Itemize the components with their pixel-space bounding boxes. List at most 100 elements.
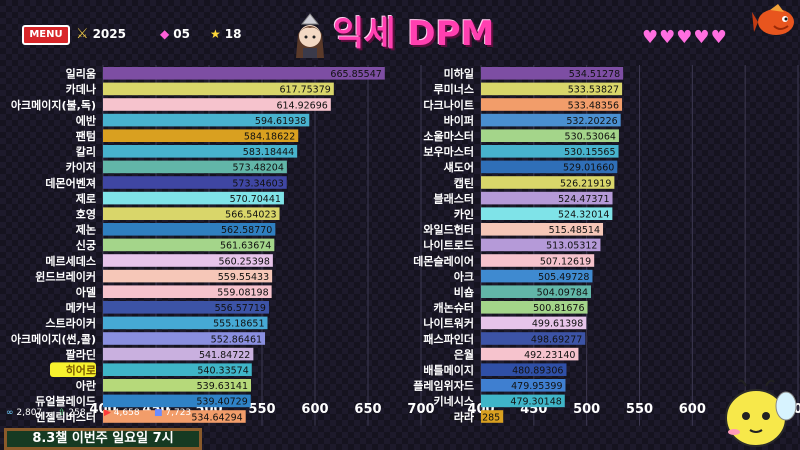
value-label: 534.51278 bbox=[569, 69, 620, 80]
category-label: 듀얼블레이드 bbox=[35, 394, 96, 408]
x-tick-label: 650 bbox=[354, 402, 381, 417]
category-label: 은월 bbox=[454, 347, 474, 361]
bar bbox=[103, 129, 299, 142]
value-label: 479.95399 bbox=[511, 381, 562, 392]
value-label: 530.53064 bbox=[565, 132, 616, 143]
bar bbox=[103, 238, 275, 252]
category-label: 루미너스 bbox=[434, 82, 474, 96]
category-label: 다크나이트 bbox=[423, 98, 474, 112]
category-label: 신궁 bbox=[76, 238, 96, 252]
value-label: 480.89306 bbox=[512, 366, 563, 377]
stat-star-value: 18 bbox=[224, 27, 242, 41]
value-label: 539.63141 bbox=[197, 381, 248, 392]
chart-left: 400 450 500 550 600 650 700665.85547일리움617.753… bbox=[11, 65, 435, 426]
value-label: 515.48514 bbox=[549, 225, 600, 236]
bar bbox=[103, 223, 276, 236]
value-label: 524.32014 bbox=[558, 210, 609, 221]
value-label: 534.64294 bbox=[191, 412, 242, 423]
category-label: 미하일 bbox=[444, 67, 474, 81]
category-label: 나이트로드 bbox=[423, 238, 474, 252]
category-label: 카이저 bbox=[66, 160, 96, 174]
category-label: 비숍 bbox=[454, 285, 474, 299]
value-label: 504.09784 bbox=[537, 288, 588, 299]
bar bbox=[481, 207, 613, 220]
value-label: 665.85547 bbox=[330, 69, 381, 80]
bar bbox=[481, 223, 604, 236]
value-label: 492.23140 bbox=[524, 350, 575, 361]
bar bbox=[103, 394, 251, 408]
bar bbox=[103, 160, 287, 174]
bar bbox=[103, 379, 252, 392]
value-label: 533.48356 bbox=[568, 100, 619, 111]
stat-gem-value: 05 bbox=[173, 27, 190, 41]
bar bbox=[103, 176, 287, 189]
bar bbox=[481, 145, 619, 158]
bar bbox=[103, 316, 268, 330]
bar bbox=[481, 285, 591, 298]
value-label: 573.48204 bbox=[233, 163, 284, 174]
value-label: 559.08198 bbox=[217, 288, 268, 299]
footer-stat-2-value: 258 bbox=[68, 408, 86, 418]
x-tick-label: 500 bbox=[573, 402, 600, 417]
value-label: 584.18622 bbox=[244, 132, 295, 143]
stat-star: ★ 18 bbox=[210, 26, 241, 42]
category-label: 팬텀 bbox=[76, 129, 96, 143]
category-label: 소울마스터 bbox=[423, 129, 474, 143]
avatar-icon bbox=[296, 13, 324, 58]
category-label: 바이퍼 bbox=[444, 113, 474, 127]
category-label: 아크메이지(불,독) bbox=[11, 98, 96, 112]
heart-icon: ♥ bbox=[642, 27, 659, 48]
value-label: 614.92696 bbox=[276, 100, 327, 111]
category-label: 키네시스 bbox=[434, 394, 474, 408]
bar bbox=[481, 98, 623, 111]
chart-right: 400450500550600650700534.51278미하일533.538… bbox=[413, 65, 800, 426]
category-label: 제로 bbox=[76, 191, 96, 205]
schedule-banner: 8.3챌 이번주 일요일 7시 bbox=[4, 428, 202, 450]
stat-sword: ⚔ 2025 bbox=[76, 26, 126, 42]
category-label: 아크메이지(썬,콜) bbox=[11, 332, 96, 346]
value-label: 530.15565 bbox=[564, 147, 615, 158]
bar bbox=[103, 301, 269, 314]
menu-button[interactable]: MENU bbox=[22, 25, 70, 45]
top-bar: MENU ⚔ 2025 ◆ 05 ★ 18 익세 DPM ♥♥♥♥♥ bbox=[0, 0, 800, 62]
category-label: 라라 bbox=[454, 410, 475, 424]
bar bbox=[103, 410, 246, 423]
infinity-icon: ∞ bbox=[6, 408, 14, 418]
category-label: 팔라딘 bbox=[66, 347, 96, 361]
x-tick-label: 700 bbox=[407, 402, 434, 417]
highlight-label-bg bbox=[50, 362, 96, 377]
category-label: 와일드헌터 bbox=[423, 223, 474, 237]
arrow-up-icon: ⇧ bbox=[58, 408, 66, 418]
category-label: 섀도어 bbox=[444, 160, 474, 174]
value-label: 561.63674 bbox=[220, 241, 271, 252]
value-label: 526.21919 bbox=[560, 178, 611, 189]
value-label: 541.84722 bbox=[199, 350, 250, 361]
heart-icon: ♥ bbox=[693, 27, 710, 48]
x-tick-label: 550 bbox=[626, 402, 653, 417]
value-label: 539.40729 bbox=[196, 397, 247, 408]
footer-stat-4: ■ 7,723 bbox=[154, 406, 191, 420]
value-label: 507.12619 bbox=[540, 256, 591, 267]
category-label: 제논 bbox=[76, 223, 96, 237]
bar bbox=[103, 332, 266, 345]
bar bbox=[481, 316, 587, 330]
stat-sword-value: 2025 bbox=[92, 27, 126, 41]
value-label: 540.33574 bbox=[197, 366, 248, 377]
bar bbox=[481, 379, 566, 392]
category-label: 보우마스터 bbox=[423, 145, 474, 159]
bar bbox=[103, 269, 273, 283]
bar bbox=[481, 394, 565, 408]
footer-stat-4-value: 7,723 bbox=[165, 408, 192, 418]
bar bbox=[481, 254, 595, 267]
footer-stat-1-value: 2,807 bbox=[16, 408, 43, 418]
bar bbox=[481, 269, 593, 283]
bar bbox=[481, 67, 624, 80]
value-label: 499.61398 bbox=[532, 319, 583, 330]
category-label: 캐논슈터 bbox=[434, 301, 474, 315]
value-label: 617.75379 bbox=[279, 85, 330, 96]
bar bbox=[103, 82, 334, 96]
category-label: 엔젤릭버스터 bbox=[35, 410, 96, 424]
gem-icon: ◆ bbox=[160, 27, 170, 41]
bar bbox=[481, 176, 615, 189]
